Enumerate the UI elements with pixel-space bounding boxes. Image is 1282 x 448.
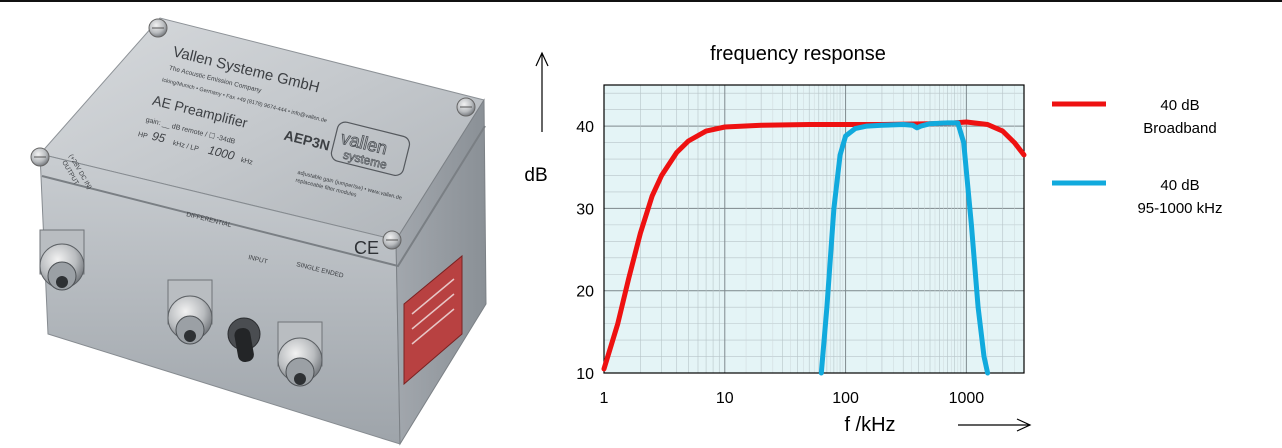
screw-icon	[30, 147, 50, 167]
y-tick-label: 40	[576, 119, 594, 136]
bnc-connector-differential	[167, 279, 213, 345]
x-axis-arrow	[958, 418, 1032, 432]
legend-label-bandpass-line2: 95-1000 kHz	[1137, 200, 1222, 217]
bnc-connector-single-ended	[277, 321, 323, 387]
legend: 40 dB Broadband 40 dB 95-1000 kHz	[1052, 97, 1223, 217]
ce-mark: CE	[354, 238, 379, 258]
preamplifier-photo: Vallen Systeme GmbH The Acoustic Emissio…	[30, 17, 487, 446]
x-axis-label: f /kHz	[844, 414, 895, 436]
lp-unit: kHz	[240, 157, 254, 167]
y-tick-label: 30	[576, 201, 594, 218]
screw-icon	[382, 230, 402, 250]
vallen-logo-box	[330, 121, 411, 177]
x-tick-label: 1000	[949, 390, 985, 407]
y-axis-label: dB	[524, 165, 547, 186]
x-tick-label: 1	[600, 390, 609, 407]
hp-value: 95	[150, 129, 167, 146]
lp-value: 1000	[207, 143, 237, 163]
legend-label-broadband-line1: 40 dB	[1160, 97, 1199, 114]
screw-icon	[148, 18, 168, 38]
screw-icon	[456, 97, 476, 117]
side-sticker	[403, 254, 463, 386]
chart-title: frequency response	[710, 43, 886, 65]
toggle-switch	[227, 317, 261, 363]
legend-label-broadband-line2: Broadband	[1143, 120, 1216, 137]
input-label: INPUT	[248, 254, 269, 266]
x-tick-label: 10	[716, 390, 734, 407]
y-tick-label: 20	[576, 284, 594, 301]
x-tick-label: 100	[832, 390, 859, 407]
top-border-line	[0, 0, 1282, 2]
bnc-connector-output	[39, 229, 85, 291]
hp-label: HP	[137, 131, 148, 140]
series-line-broadband	[601, 119, 1027, 372]
y-axis-arrow	[535, 51, 549, 132]
frequency-response-chart: 1 10 100 1000 10 20 30 40 frequency response dB…	[524, 43, 1223, 436]
series-line-bandpass	[818, 120, 991, 376]
legend-label-bandpass-line1: 40 dB	[1160, 177, 1199, 194]
y-tick-label: 10	[576, 366, 594, 383]
plot-border	[603, 84, 1025, 374]
